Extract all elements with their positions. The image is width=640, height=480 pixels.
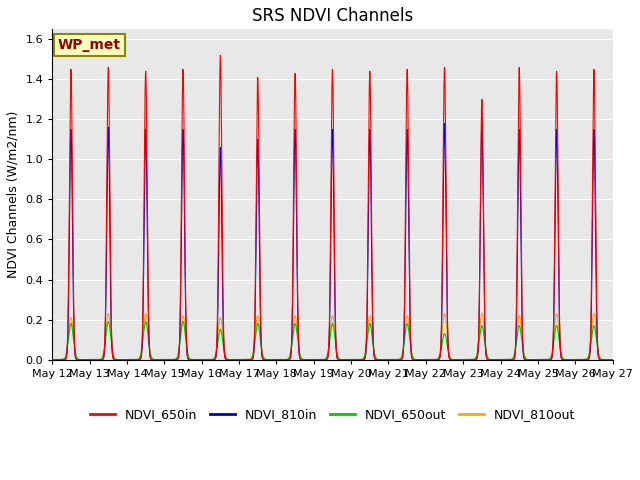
Legend: NDVI_650in, NDVI_810in, NDVI_650out, NDVI_810out: NDVI_650in, NDVI_810in, NDVI_650out, NDV… xyxy=(85,403,580,426)
Y-axis label: NDVI Channels (W/m2/nm): NDVI Channels (W/m2/nm) xyxy=(7,111,20,278)
Title: SRS NDVI Channels: SRS NDVI Channels xyxy=(252,7,413,25)
Text: WP_met: WP_met xyxy=(58,38,121,52)
